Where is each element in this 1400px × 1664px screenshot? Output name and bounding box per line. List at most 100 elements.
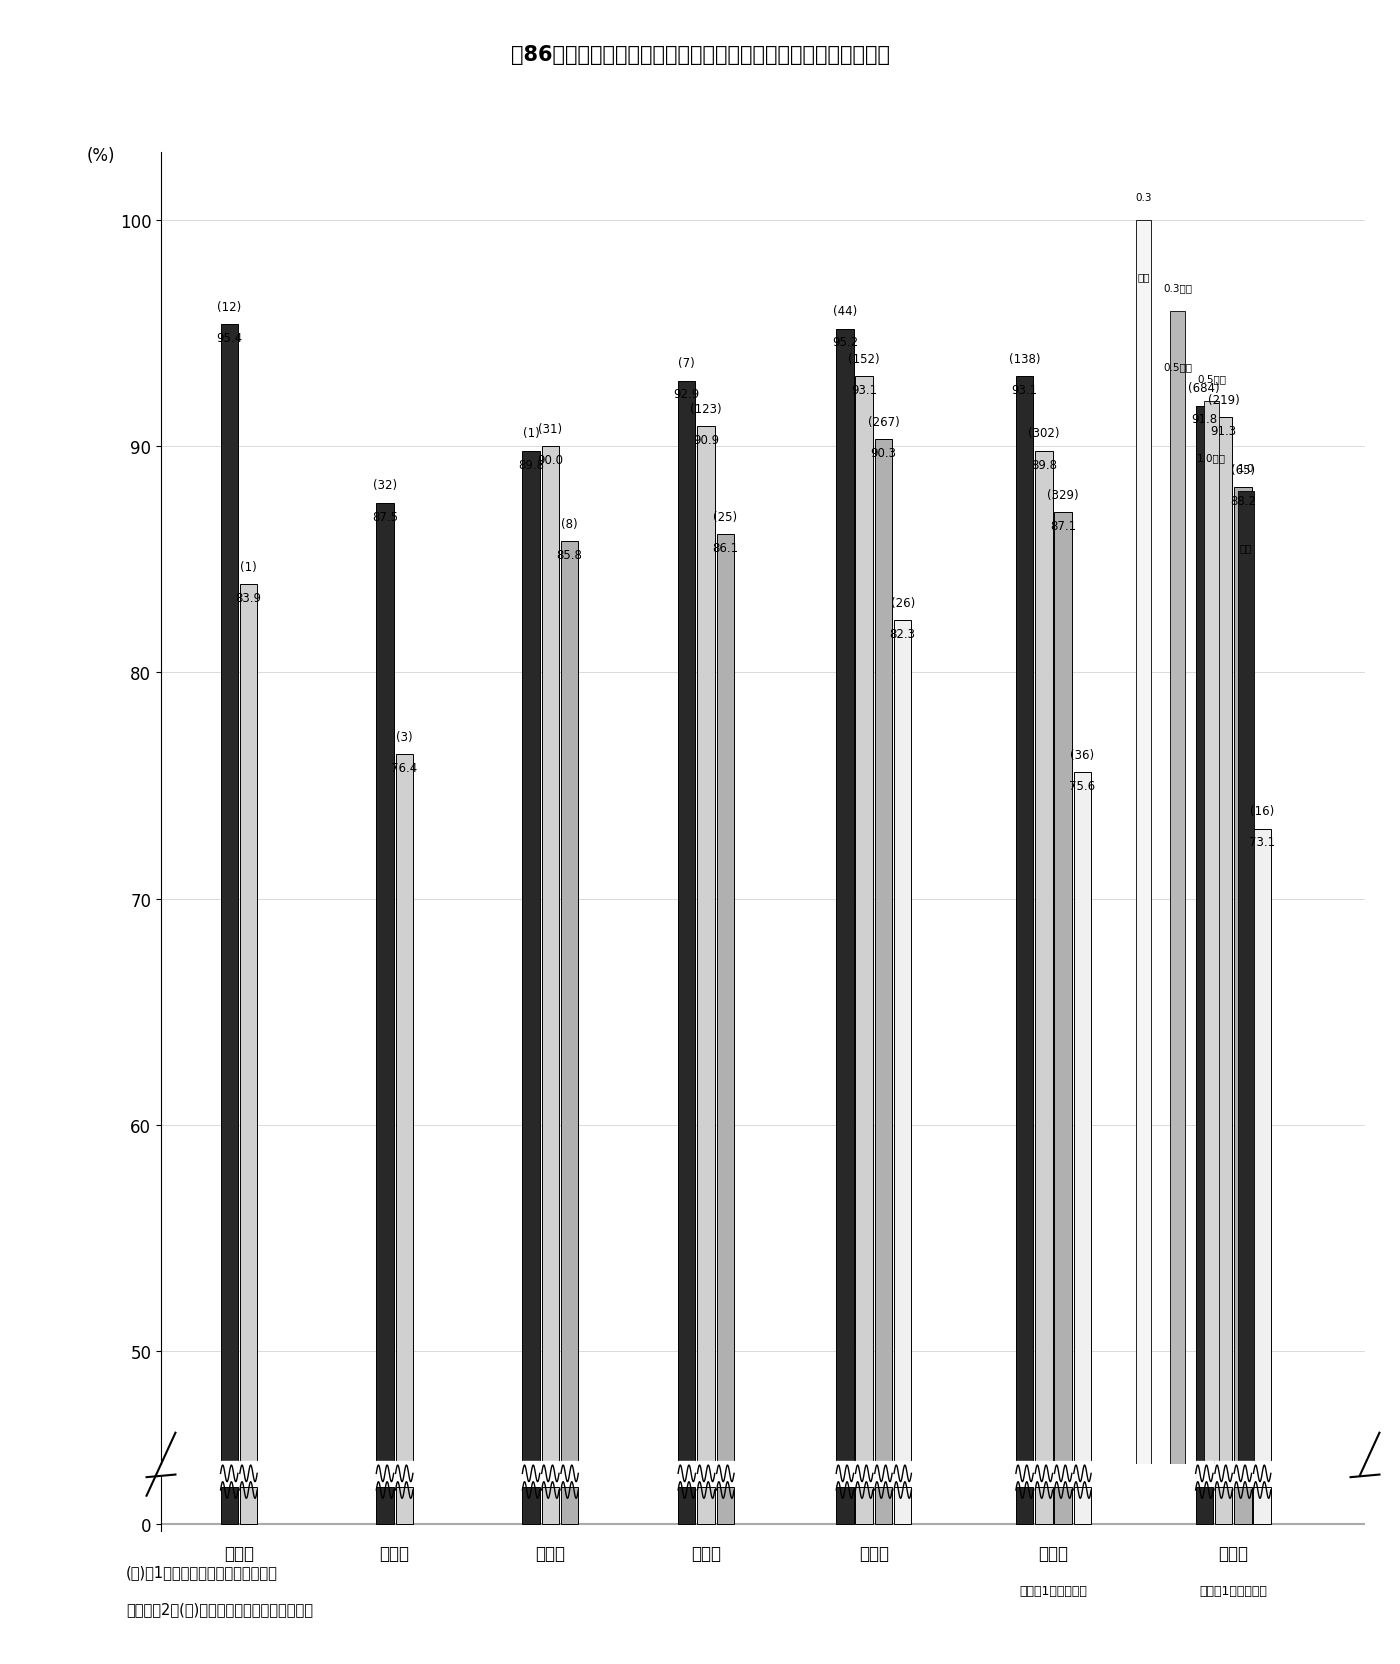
Text: (302): (302) xyxy=(1028,428,1060,441)
Bar xyxy=(221,1488,238,1524)
Text: 88.2: 88.2 xyxy=(1229,494,1256,508)
Bar xyxy=(836,1488,854,1524)
Text: 0.3以上: 0.3以上 xyxy=(1163,283,1191,293)
Bar xyxy=(1054,1488,1072,1524)
Bar xyxy=(1035,451,1053,1464)
Text: 90.0: 90.0 xyxy=(538,454,563,468)
Text: 95.4: 95.4 xyxy=(216,331,242,344)
Bar xyxy=(239,1488,258,1524)
Text: 93.1: 93.1 xyxy=(851,384,878,396)
Text: (44): (44) xyxy=(833,305,857,318)
Bar xyxy=(717,1488,734,1524)
Bar xyxy=(1074,772,1091,1464)
Bar xyxy=(1235,488,1252,1464)
Text: 2　(　)内の数値は、団体数である。: 2 ( )内の数値は、団体数である。 xyxy=(126,1601,314,1616)
Text: 町　村: 町 村 xyxy=(1039,1544,1068,1562)
Bar xyxy=(678,381,696,1464)
Text: 中核市: 中核市 xyxy=(379,1544,410,1562)
Bar xyxy=(1196,1488,1212,1524)
Text: 82.3: 82.3 xyxy=(890,627,916,641)
Bar xyxy=(1235,1488,1252,1524)
Text: 中都市: 中都市 xyxy=(692,1544,721,1562)
Bar xyxy=(1238,493,1253,1464)
Text: 小都市: 小都市 xyxy=(858,1544,889,1562)
Bar xyxy=(1074,1488,1091,1524)
Bar xyxy=(875,441,892,1464)
Bar xyxy=(522,451,540,1464)
Text: 90.9: 90.9 xyxy=(693,433,720,446)
Text: (1): (1) xyxy=(522,428,539,441)
Text: 未満: 未満 xyxy=(1137,271,1149,281)
Bar xyxy=(1135,221,1151,1464)
Bar xyxy=(678,1488,696,1524)
Text: 特例市: 特例市 xyxy=(535,1544,566,1562)
Text: (329): (329) xyxy=(1047,488,1079,501)
Bar xyxy=(1170,311,1186,1464)
Text: (65): (65) xyxy=(1231,463,1254,476)
Bar xyxy=(1215,418,1232,1464)
Text: 87.5: 87.5 xyxy=(372,511,398,522)
Text: 85.8: 85.8 xyxy=(557,549,582,562)
Bar xyxy=(875,1488,892,1524)
Bar xyxy=(1253,829,1271,1464)
Text: 76.4: 76.4 xyxy=(391,760,417,774)
Bar xyxy=(1196,406,1212,1464)
Bar xyxy=(836,329,854,1464)
Text: (8): (8) xyxy=(561,518,578,531)
Text: 91.8: 91.8 xyxy=(1191,413,1218,426)
Text: 83.9: 83.9 xyxy=(235,592,262,604)
Bar xyxy=(396,1488,413,1524)
Bar xyxy=(1253,1488,1271,1524)
Text: (16): (16) xyxy=(1250,805,1274,817)
Bar xyxy=(895,1488,911,1524)
Text: (267): (267) xyxy=(868,416,899,429)
Text: 0.5未満: 0.5未満 xyxy=(1163,363,1191,373)
Text: 第86図　市町村の規模別財政力指数段階別の経常収支比率の状況: 第86図 市町村の規模別財政力指数段階別の経常収支比率の状況 xyxy=(511,45,889,65)
Text: 91.3: 91.3 xyxy=(1211,424,1236,438)
Text: 89.8: 89.8 xyxy=(518,458,545,471)
Text: (31): (31) xyxy=(538,423,563,436)
Text: 大都市: 大都市 xyxy=(224,1544,253,1562)
Text: (12): (12) xyxy=(217,301,241,313)
Bar xyxy=(697,426,715,1464)
Text: 75.6: 75.6 xyxy=(1070,779,1096,792)
Text: (32): (32) xyxy=(372,479,398,493)
Text: 町　村: 町 村 xyxy=(1218,1544,1249,1562)
Text: 89.8: 89.8 xyxy=(1030,458,1057,471)
Bar xyxy=(396,754,413,1464)
Text: (注)　1　比率は、加重平均である。: (注) 1 比率は、加重平均である。 xyxy=(126,1564,277,1579)
Bar xyxy=(1016,378,1033,1464)
Bar xyxy=(1054,513,1072,1464)
Text: （人口1万人以上）: （人口1万人以上） xyxy=(1019,1584,1088,1597)
Bar xyxy=(239,584,258,1464)
Text: 86.1: 86.1 xyxy=(713,542,738,554)
Text: (7): (7) xyxy=(679,358,696,369)
Text: (3): (3) xyxy=(396,730,413,744)
Text: 92.9: 92.9 xyxy=(673,388,700,401)
Text: 93.1: 93.1 xyxy=(1012,384,1037,396)
Text: (123): (123) xyxy=(690,403,722,416)
Bar xyxy=(221,324,238,1464)
Text: 1.0未満: 1.0未満 xyxy=(1197,453,1226,463)
Text: 73.1: 73.1 xyxy=(1249,835,1275,849)
Bar xyxy=(717,536,734,1464)
Text: (1): (1) xyxy=(241,561,256,574)
Bar xyxy=(377,504,393,1464)
Text: (152): (152) xyxy=(848,353,881,366)
Bar xyxy=(697,1488,715,1524)
Bar xyxy=(1215,1488,1232,1524)
Text: (219): (219) xyxy=(1208,393,1239,406)
Text: 87.1: 87.1 xyxy=(1050,519,1077,532)
Bar xyxy=(561,542,578,1464)
Bar xyxy=(1035,1488,1053,1524)
Text: (25): (25) xyxy=(714,511,738,524)
Bar xyxy=(1204,401,1219,1464)
Bar xyxy=(1016,1488,1033,1524)
Bar xyxy=(895,621,911,1464)
Text: 0.3: 0.3 xyxy=(1135,193,1152,203)
Text: 1.0: 1.0 xyxy=(1238,464,1254,474)
Text: 0.5以上: 0.5以上 xyxy=(1197,374,1226,384)
Bar xyxy=(561,1488,578,1524)
Bar xyxy=(542,448,559,1464)
Text: 以上: 以上 xyxy=(1239,542,1252,552)
